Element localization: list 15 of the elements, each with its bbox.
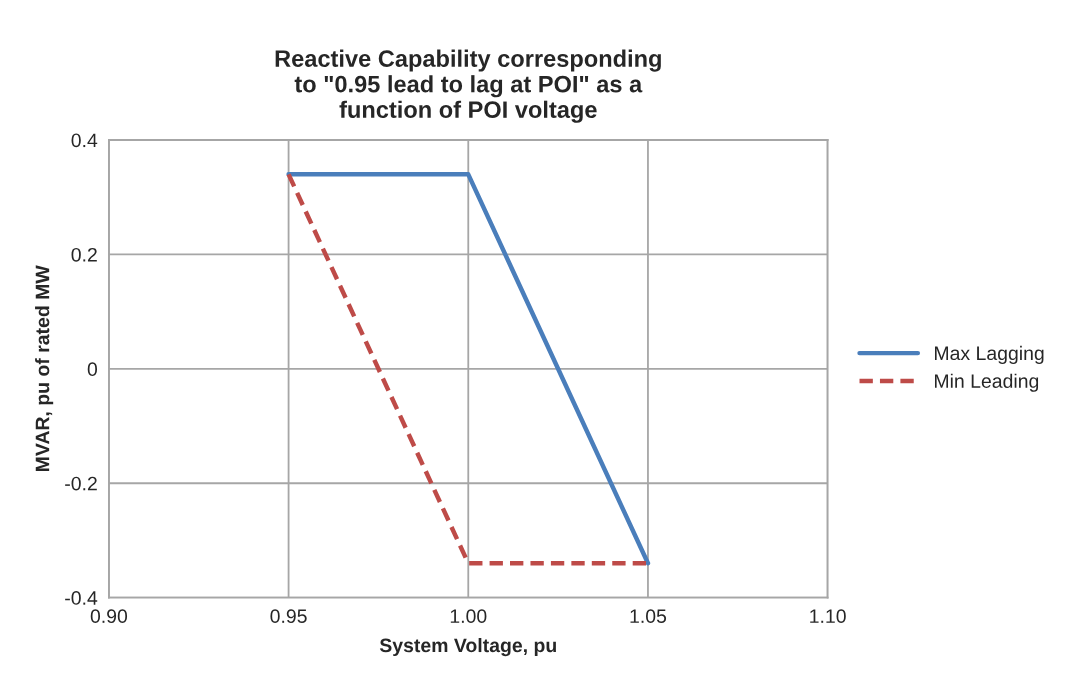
x-tick-label: 1.00 (450, 609, 487, 624)
y-tick-label: 0.4 (71, 133, 98, 148)
x-tick-label: 0.90 (90, 609, 128, 624)
y-axis-title: MVAR, pu of rated MW (35, 265, 54, 472)
x-tick-label: 1.10 (810, 609, 846, 624)
y-tick-label: 0 (87, 362, 98, 377)
y-tick-label: -0.2 (65, 476, 97, 491)
y-tick-label: -0.4 (65, 591, 98, 605)
x-tick-label: 1.05 (630, 609, 667, 624)
x-tick-label: 0.95 (270, 609, 307, 624)
legend-label: Min Leading (935, 373, 1039, 392)
y-tick-label: 0.2 (71, 247, 97, 262)
x-axis-title: System Voltage, pu (379, 637, 556, 657)
chart-title: Reactive Capability corresponding to "0.95 lead to lag at POI" as a function of POI voltage (275, 49, 661, 123)
legend-label: Max Lagging (935, 345, 1044, 364)
